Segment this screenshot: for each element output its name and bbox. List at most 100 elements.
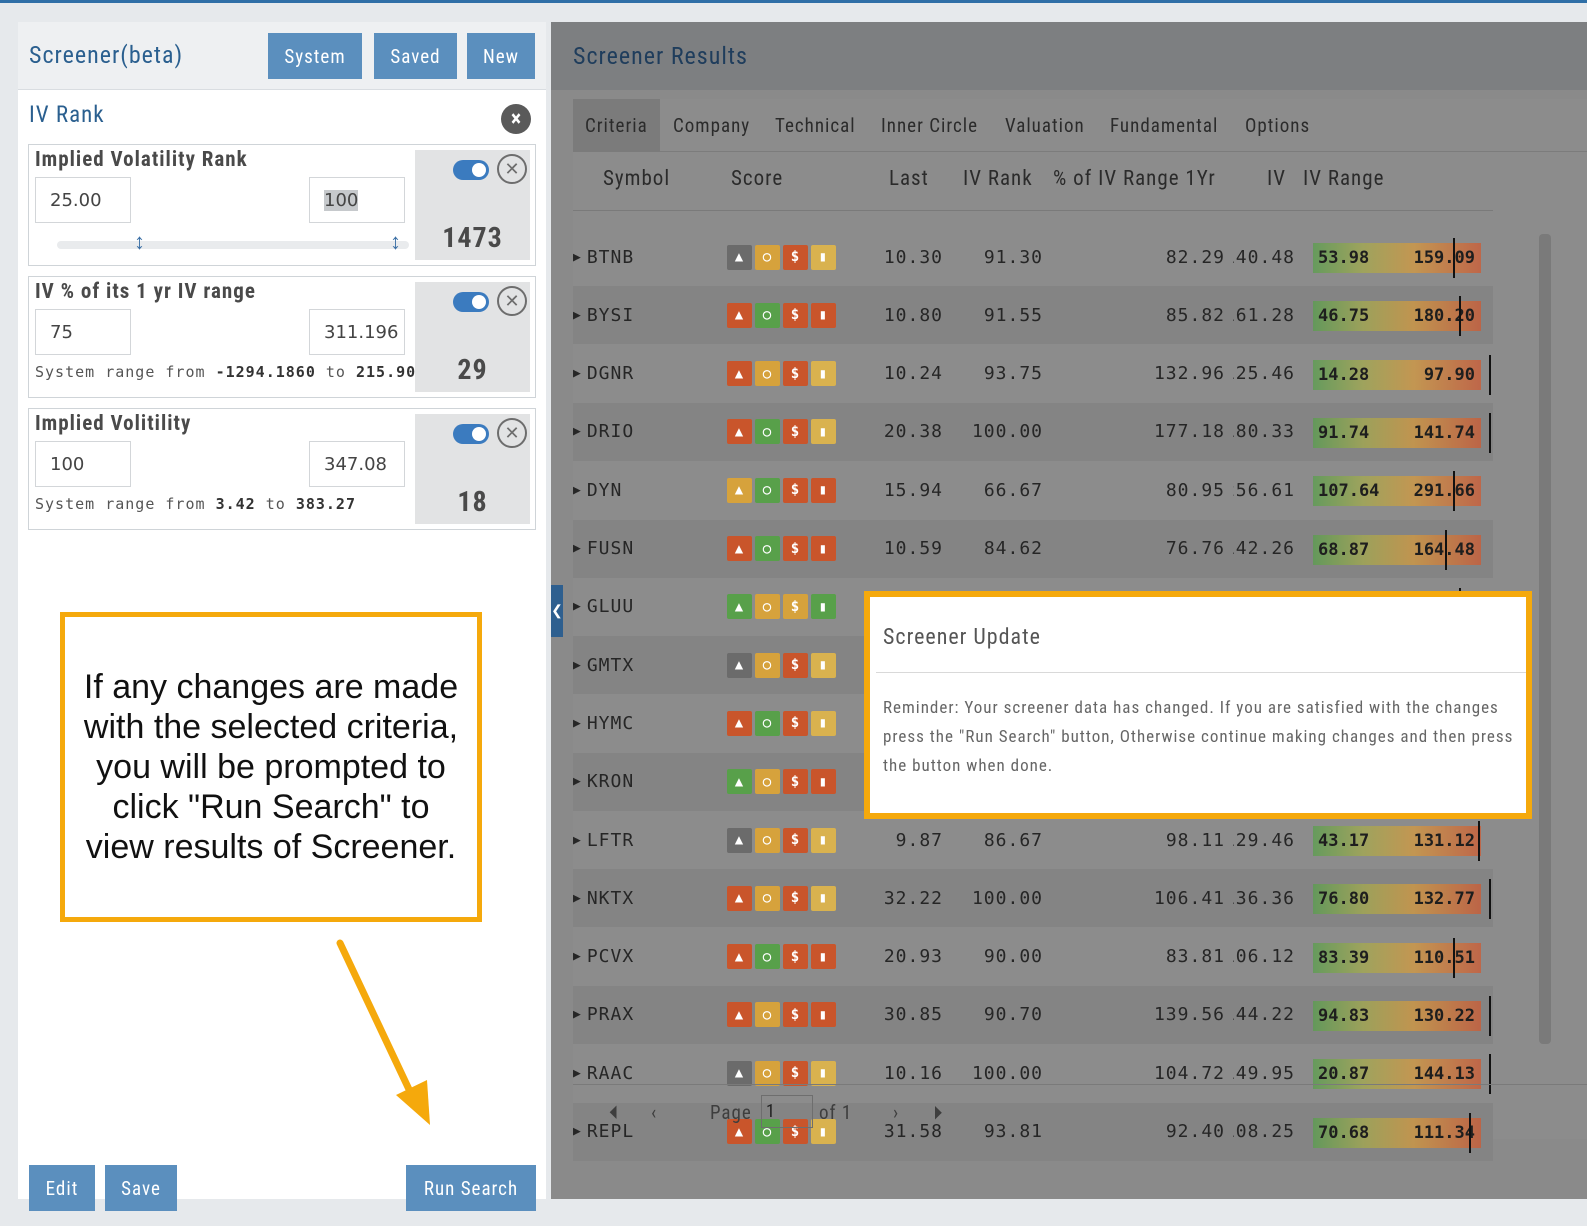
symbol-cell[interactable]: ▶ DRIO	[573, 403, 634, 461]
circle-score-icon[interactable]: ○	[755, 1119, 780, 1144]
slider-max-handle[interactable]: ↕	[390, 230, 401, 255]
dollar-score-icon[interactable]: $	[783, 885, 808, 911]
bars-score-icon[interactable]: ▮	[811, 536, 836, 561]
dollar-score-icon[interactable]: $	[783, 594, 808, 620]
bars-score-icon[interactable]: ▮	[811, 419, 836, 445]
min-input[interactable]: 75	[35, 309, 131, 355]
system-button[interactable]: System	[268, 33, 362, 79]
new-button[interactable]: New	[467, 33, 535, 79]
bars-score-icon[interactable]: ▮	[811, 652, 836, 678]
symbol-cell[interactable]: ▶ GLUU	[573, 578, 634, 636]
tab-options[interactable]: Options	[1245, 114, 1311, 137]
bars-score-icon[interactable]: ▮	[811, 944, 836, 970]
slider-min-handle[interactable]: ↕	[134, 230, 145, 255]
chart-score-icon[interactable]: ▲	[727, 1119, 752, 1144]
symbol-cell[interactable]: ▶ PCVX	[573, 928, 634, 986]
bars-score-icon[interactable]: ▮	[811, 594, 836, 620]
expand-row-icon[interactable]: ▶	[573, 657, 582, 673]
symbol-cell[interactable]: ▶ REPL	[573, 1103, 634, 1161]
table-row[interactable]: ▶DGNR ▲○$▮ 10.24 93.75 132.96 125.46 14.28 97.9…	[573, 345, 1493, 403]
dollar-score-icon[interactable]: $	[783, 652, 808, 678]
expand-row-icon[interactable]: ▶	[573, 832, 582, 848]
table-row[interactable]: ▶BYSI ▲○$▮ 10.80 91.55 85.82 161.28 46.75 180.2…	[573, 286, 1493, 345]
expand-row-icon[interactable]: ▶	[573, 599, 582, 615]
remove-criteria-icon[interactable]: ✕	[497, 154, 527, 184]
dollar-score-icon[interactable]: $	[783, 827, 808, 853]
circle-score-icon[interactable]: ○	[755, 302, 780, 328]
table-row[interactable]: ▶PRAX ▲○$▮ 30.85 90.70 139.56 144.22 94.83 130.…	[573, 985, 1493, 1044]
circle-score-icon[interactable]: ○	[755, 361, 780, 387]
dollar-score-icon[interactable]: $	[783, 477, 808, 503]
expand-row-icon[interactable]: ▶	[573, 366, 582, 382]
chart-score-icon[interactable]: ▲	[727, 769, 752, 795]
min-input[interactable]: 100	[35, 441, 131, 487]
col-iv[interactable]: IV	[1267, 167, 1287, 191]
prev-page-icon[interactable]: ‹	[651, 1101, 658, 1124]
expand-row-icon[interactable]: ▶	[573, 1007, 582, 1023]
table-row[interactable]: ▶DYN ▲○$▮ 15.94 66.67 80.95 256.61 107.64 291.6…	[573, 461, 1493, 519]
bars-score-icon[interactable]: ▮	[811, 710, 836, 736]
symbol-cell[interactable]: ▶ NKTX	[573, 869, 634, 927]
expand-row-icon[interactable]: ▶	[573, 307, 582, 323]
col-symbol[interactable]: Symbol	[603, 167, 671, 191]
toggle-switch[interactable]	[453, 292, 489, 312]
table-row[interactable]: ▶ REPL ▲○$▮ 31.58 93.81 92.40 108.25 70.68 111.3…	[573, 1102, 1493, 1161]
dollar-score-icon[interactable]: $	[783, 710, 808, 736]
symbol-cell[interactable]: ▶ PRAX	[573, 986, 634, 1044]
dollar-score-icon[interactable]: $	[783, 1002, 808, 1028]
bars-score-icon[interactable]: ▮	[811, 827, 836, 853]
expand-row-icon[interactable]: ▶	[573, 249, 582, 265]
symbol-cell[interactable]: ▶ FUSN	[573, 520, 634, 578]
remove-criteria-icon[interactable]: ✕	[497, 418, 527, 448]
bars-score-icon[interactable]: ▮	[811, 1002, 836, 1028]
max-input[interactable]: 100	[309, 177, 405, 223]
table-row[interactable]: ▶PCVX ▲○$▮ 20.93 90.00 83.81 106.12 83.39 110.5…	[573, 928, 1493, 986]
max-input[interactable]: 347.08	[309, 441, 405, 487]
toggle-switch[interactable]	[453, 160, 489, 180]
min-input[interactable]: 25.00	[35, 177, 131, 223]
chart-score-icon[interactable]: ▲	[727, 302, 752, 328]
dollar-score-icon[interactable]: $	[783, 302, 808, 328]
chart-score-icon[interactable]: ▲	[727, 594, 752, 620]
results-scrollbar[interactable]	[1539, 234, 1551, 1044]
circle-score-icon[interactable]: ○	[755, 827, 780, 853]
circle-score-icon[interactable]: ○	[755, 419, 780, 445]
expand-row-icon[interactable]: ▶	[573, 715, 582, 731]
expand-row-icon[interactable]: ▶	[573, 774, 582, 790]
bars-score-icon[interactable]: ▮	[811, 477, 836, 503]
table-row[interactable]: ▶NKTX ▲○$▮ 32.22 100.00 106.41 136.36 76.80 132…	[573, 869, 1493, 928]
col-iv-rank[interactable]: IV Rank	[963, 167, 1033, 191]
dollar-score-icon[interactable]: $	[783, 1060, 808, 1086]
symbol-cell[interactable]: ▶ LFTR	[573, 811, 634, 869]
range-slider[interactable]	[57, 241, 409, 249]
bars-score-icon[interactable]: ▮	[811, 302, 836, 328]
expand-row-icon[interactable]: ▶	[573, 1065, 582, 1081]
tab-criteria[interactable]: Criteria	[573, 99, 660, 152]
panel-collapse-handle[interactable]: ❮	[551, 585, 563, 637]
symbol-cell[interactable]: ▶ DYN	[573, 461, 622, 519]
bars-score-icon[interactable]: ▮	[811, 769, 836, 795]
tab-valuation[interactable]: Valuation	[1005, 114, 1085, 137]
chart-score-icon[interactable]: ▲	[727, 827, 752, 853]
toggle-switch[interactable]	[453, 424, 489, 444]
chart-score-icon[interactable]: ▲	[727, 710, 752, 736]
col-last[interactable]: Last	[889, 167, 929, 191]
table-row[interactable]: ▶DRIO ▲○$▮ 20.38 100.00 177.18 180.33 91.74 141…	[573, 402, 1493, 461]
table-row[interactable]: ▶LFTR ▲○$▮ 9.87 86.67 98.11 129.46 43.17 131.12	[573, 811, 1493, 869]
run-search-button[interactable]: Run Search	[406, 1165, 536, 1211]
circle-score-icon[interactable]: ○	[755, 885, 780, 911]
expand-row-icon[interactable]: ▶	[573, 482, 582, 498]
chart-score-icon[interactable]: ▲	[727, 652, 752, 678]
symbol-cell[interactable]: ▶ GMTX	[573, 636, 634, 694]
page-input[interactable]: 1	[761, 1095, 813, 1128]
symbol-cell[interactable]: ▶ HYMC	[573, 694, 634, 752]
close-section-icon[interactable]: ×	[501, 104, 531, 134]
chart-score-icon[interactable]: ▲	[727, 1002, 752, 1028]
expand-row-icon[interactable]: ▶	[573, 541, 582, 556]
table-row[interactable]: ▶BTNB ▲○$▮ 10.30 91.30 82.29 140.48 53.98 159.0…	[573, 228, 1493, 286]
symbol-cell[interactable]: ▶ BTNB	[573, 228, 634, 286]
tab-company[interactable]: Company	[673, 114, 751, 137]
dollar-score-icon[interactable]: $	[783, 1119, 808, 1144]
expand-row-icon[interactable]: ▶	[573, 890, 582, 906]
saved-button[interactable]: Saved	[374, 33, 457, 79]
